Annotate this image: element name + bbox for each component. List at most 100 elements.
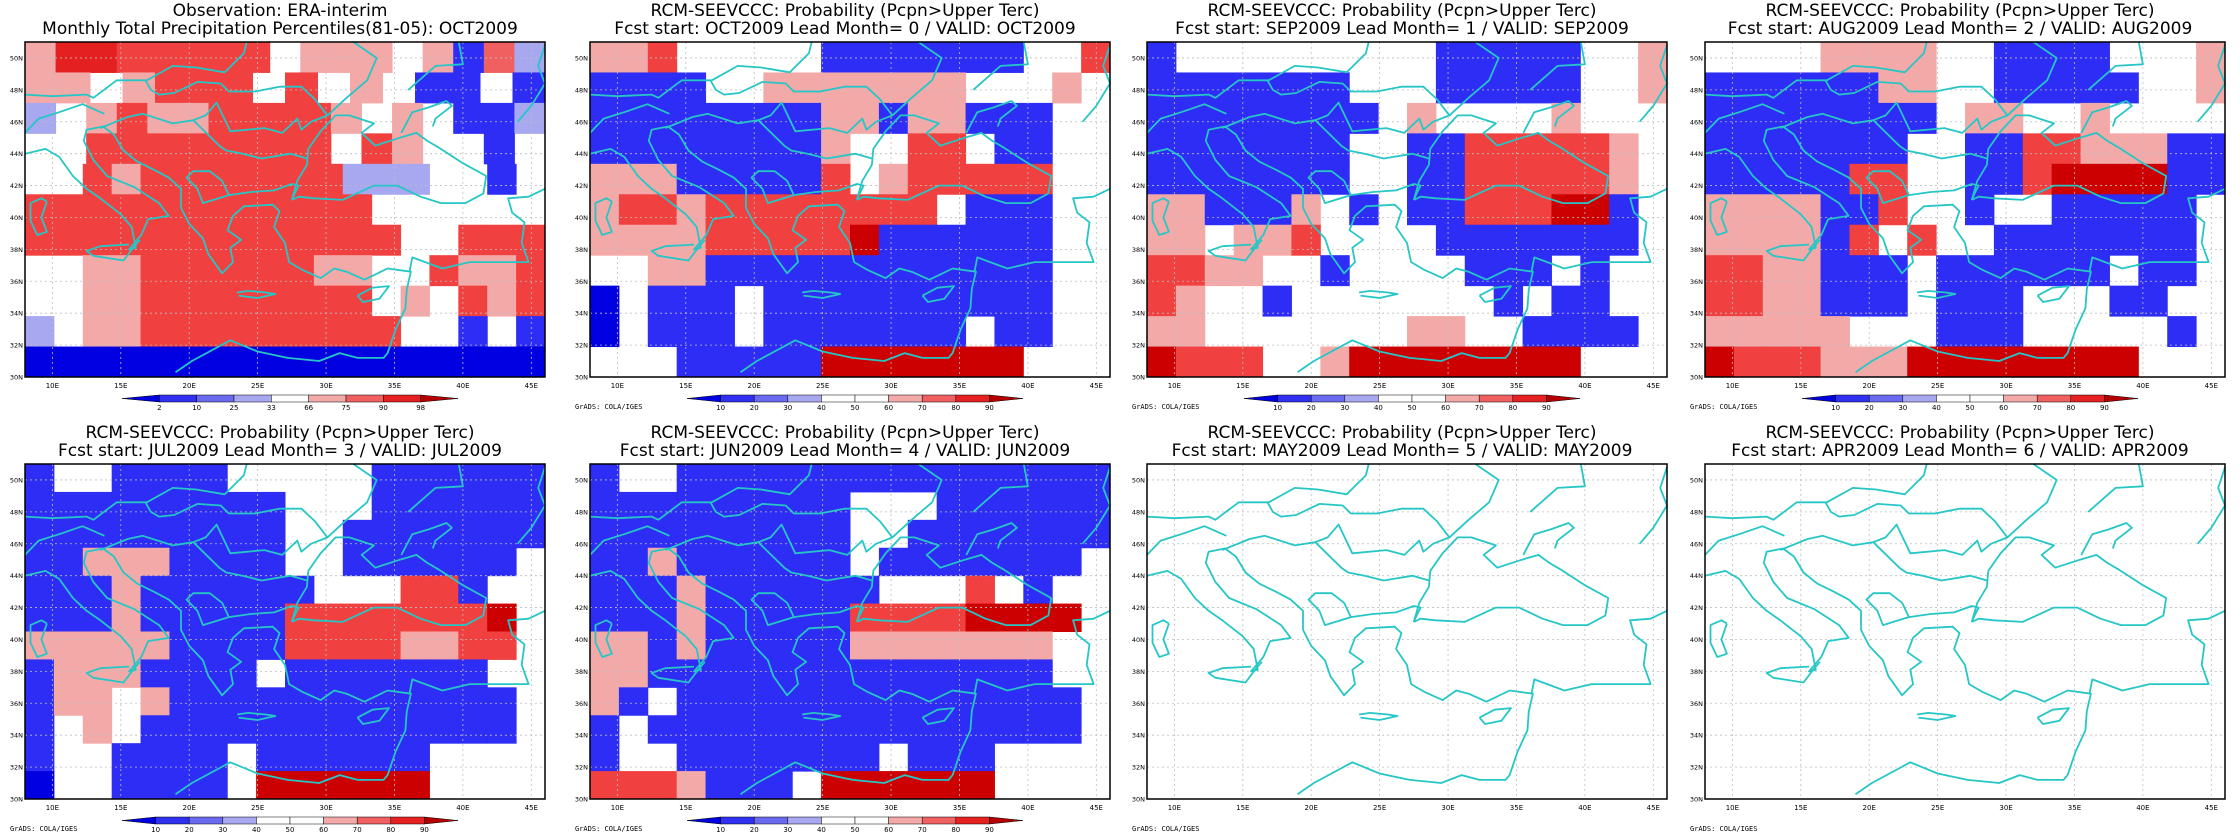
map-frame xyxy=(1704,463,2226,800)
grid-cell xyxy=(1175,255,1206,287)
grid-cell xyxy=(1291,133,1321,165)
grid-cell xyxy=(169,715,199,744)
grid-cell xyxy=(1493,72,1524,104)
grid-cell xyxy=(1791,72,1822,104)
grid-cell xyxy=(907,715,938,744)
colorbar-segment xyxy=(2003,394,2038,403)
colorbar-segment xyxy=(420,394,459,403)
grid-cell xyxy=(821,163,851,195)
grid-cell xyxy=(907,687,938,716)
grid-cell xyxy=(850,285,880,317)
grid-cell xyxy=(965,194,995,226)
grid-cell xyxy=(256,224,286,256)
lat-tick-label: 42N xyxy=(1132,604,1145,612)
grid-cell xyxy=(647,715,678,744)
lat-tick-label: 48N xyxy=(1690,86,1703,94)
grid-cell xyxy=(2022,42,2053,73)
grid-cell xyxy=(1965,346,1995,378)
grid-cell xyxy=(140,715,170,744)
grid-cell xyxy=(1522,346,1552,378)
grid-cell xyxy=(994,224,1024,256)
grid-cell xyxy=(2080,72,2110,104)
lon-tick-label: 35E xyxy=(388,804,401,812)
grid-cell xyxy=(483,102,515,134)
grid-cell xyxy=(25,346,55,378)
grid-cell xyxy=(169,743,199,772)
lat-tick-label: 40N xyxy=(1132,214,1145,222)
grid-cell xyxy=(763,603,793,632)
lon-tick-label: 10E xyxy=(1726,804,1739,812)
grid-cell xyxy=(821,194,851,226)
grid-cell xyxy=(1175,346,1206,378)
grid-cell xyxy=(1147,224,1177,256)
grid-cell xyxy=(82,194,113,226)
coastline xyxy=(1266,79,1451,134)
colorbar-segment xyxy=(955,394,990,403)
grid-cell xyxy=(965,771,995,800)
grid-cell xyxy=(350,72,383,104)
grid-cell xyxy=(1262,72,1292,104)
grid-cell xyxy=(936,346,967,378)
grid-cell xyxy=(25,771,55,800)
grid-cell xyxy=(147,133,179,165)
grid-cell xyxy=(705,133,735,165)
lon-tick-label: 15E xyxy=(1794,804,1807,812)
lat-tick-label: 44N xyxy=(1132,150,1145,158)
grid-cell xyxy=(111,346,142,378)
lon-tick-label: 35E xyxy=(1510,382,1523,390)
grid-cell xyxy=(907,224,938,256)
grid-cell xyxy=(140,194,170,226)
grid-cell xyxy=(86,133,118,165)
grid-cell xyxy=(965,285,995,317)
grid-cell xyxy=(400,687,430,716)
panel-title: RCM-SEEVCCC: Probability (Pcpn>Upper Ter… xyxy=(85,423,475,443)
map-frame xyxy=(24,463,546,800)
grid-cell xyxy=(371,346,402,378)
grid-cell xyxy=(618,491,649,521)
lon-tick-label: 10E xyxy=(1168,804,1181,812)
lat-tick-label: 40N xyxy=(1690,636,1703,644)
coastline xyxy=(326,41,378,117)
grid-cell xyxy=(705,659,735,688)
grid-cell xyxy=(792,72,822,104)
grid-cell xyxy=(169,659,199,688)
grid-cell xyxy=(821,491,851,521)
grid-cell xyxy=(256,346,286,378)
grid-cell xyxy=(169,771,199,800)
grid-cell xyxy=(676,715,707,744)
grid-cell xyxy=(1147,255,1177,287)
coastline xyxy=(1765,661,1821,684)
colorbar-segment xyxy=(787,394,822,403)
grid-cell xyxy=(1733,316,1764,348)
grid-cell xyxy=(227,575,257,605)
grid-cell xyxy=(1052,715,1082,744)
grid-cell xyxy=(878,42,909,73)
lat-tick-label: 34N xyxy=(10,310,23,318)
colorbar-label: 30 xyxy=(1898,404,1907,412)
grid-cell xyxy=(1349,346,1379,378)
grid-cell xyxy=(313,285,344,317)
grads-credit: GrADS: COLA/IGES xyxy=(575,403,643,411)
lat-tick-label: 30N xyxy=(10,374,23,382)
colorbar-segment xyxy=(233,394,272,403)
grid-cell xyxy=(1733,72,1764,104)
colorbar-segment xyxy=(196,394,235,403)
coastline xyxy=(1970,536,2168,627)
grid-cell xyxy=(618,659,649,688)
grid-cell xyxy=(198,346,228,378)
colorbar-segment xyxy=(753,816,789,825)
grid-cell xyxy=(1378,346,1408,378)
grid-cell xyxy=(1522,194,1552,226)
panel-subtitle: Fcst start: SEP2009 Lead Month= 1 / VALI… xyxy=(1175,19,1629,39)
coastline xyxy=(921,707,955,725)
lon-tick-label: 25E xyxy=(1931,382,1944,390)
lon-tick-label: 40E xyxy=(1578,382,1591,390)
grid-cell xyxy=(763,687,793,716)
colorbar-segment xyxy=(989,816,1024,825)
grid-cell xyxy=(850,102,880,134)
grid-cell xyxy=(878,255,909,287)
coastline xyxy=(24,41,248,99)
lat-tick-label: 36N xyxy=(1132,700,1145,708)
grid-cell xyxy=(53,659,84,688)
grid-cell xyxy=(1551,102,1581,134)
